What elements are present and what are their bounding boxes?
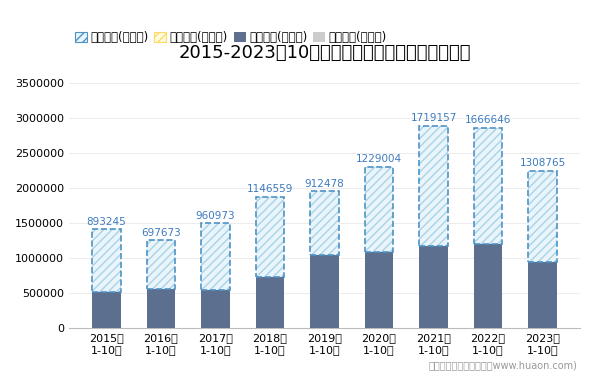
Bar	[365, 252, 393, 328]
Bar	[256, 197, 284, 328]
Text: 1229004: 1229004	[356, 154, 402, 164]
Bar	[92, 292, 121, 328]
Bar	[365, 166, 393, 252]
Legend: 贸易顺差(万美元), 贸易逆差(万美元), 进口总额(万美元), 出口总额(万美元): 贸易顺差(万美元), 贸易逆差(万美元), 进口总额(万美元), 出口总额(万美…	[75, 31, 387, 44]
Bar	[201, 290, 230, 328]
Text: 893245: 893245	[86, 217, 126, 227]
Bar	[528, 171, 557, 262]
Bar	[311, 255, 339, 328]
Bar	[474, 128, 502, 328]
Bar	[256, 277, 284, 328]
Bar	[147, 240, 175, 289]
Text: 697673: 697673	[141, 228, 181, 237]
Bar	[474, 244, 502, 328]
Bar	[147, 289, 175, 328]
Bar	[528, 262, 557, 328]
Text: 960973: 960973	[196, 211, 235, 221]
Bar	[419, 246, 447, 328]
Text: 1146559: 1146559	[247, 184, 293, 194]
Text: 制图：华经产业研究院（www.huaon.com): 制图：华经产业研究院（www.huaon.com)	[428, 360, 577, 370]
Bar	[474, 128, 502, 244]
Bar	[92, 229, 121, 328]
Bar	[147, 240, 175, 289]
Title: 2015-2023年10月重庆西永综合保税区进出口差额: 2015-2023年10月重庆西永综合保税区进出口差额	[178, 44, 471, 62]
Bar	[311, 191, 339, 255]
Bar	[147, 240, 175, 328]
Bar	[419, 126, 447, 246]
Bar	[311, 191, 339, 255]
Text: 1719157: 1719157	[411, 113, 457, 123]
Text: 1308765: 1308765	[519, 158, 566, 168]
Bar	[92, 229, 121, 292]
Bar	[92, 229, 121, 292]
Bar	[365, 166, 393, 252]
Bar	[528, 171, 557, 328]
Bar	[311, 191, 339, 328]
Bar	[528, 171, 557, 262]
Bar	[256, 197, 284, 277]
Bar	[201, 223, 230, 328]
Bar	[419, 126, 447, 246]
Text: 1666646: 1666646	[465, 115, 511, 125]
Text: 912478: 912478	[305, 179, 345, 189]
Bar	[201, 223, 230, 290]
Bar	[474, 128, 502, 244]
Bar	[365, 166, 393, 328]
Bar	[419, 126, 447, 328]
Bar	[256, 197, 284, 277]
Bar	[201, 223, 230, 290]
